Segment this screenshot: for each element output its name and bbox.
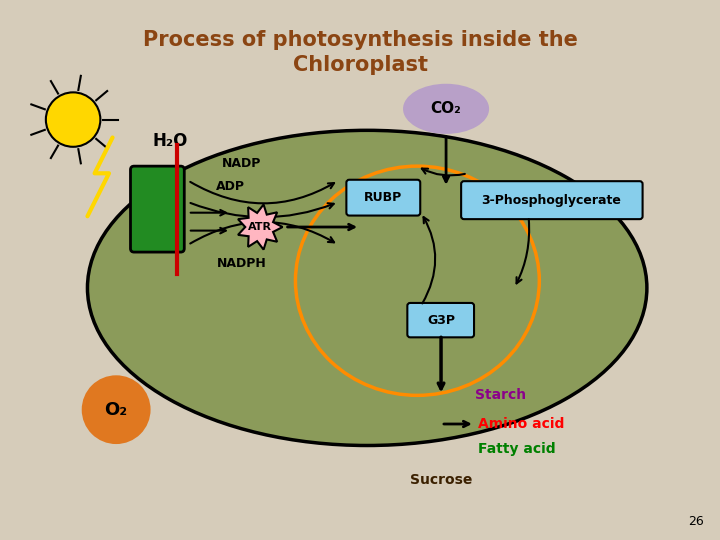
Polygon shape — [238, 205, 282, 249]
Text: NADP: NADP — [222, 157, 261, 170]
Text: 3-Phosphoglycerate: 3-Phosphoglycerate — [482, 194, 621, 207]
Text: ATR: ATR — [248, 222, 271, 232]
Text: CO₂: CO₂ — [431, 102, 462, 116]
Text: Amino acid: Amino acid — [478, 417, 564, 431]
Text: NADPH: NADPH — [217, 257, 266, 270]
Text: H₂O: H₂O — [152, 132, 188, 150]
Text: RUBP: RUBP — [364, 191, 402, 204]
Ellipse shape — [403, 84, 489, 134]
Text: O₂: O₂ — [104, 401, 127, 418]
FancyBboxPatch shape — [408, 303, 474, 338]
FancyBboxPatch shape — [346, 180, 420, 215]
Text: ADP: ADP — [217, 180, 246, 193]
Text: Process of photosynthesis inside the
Chloroplast: Process of photosynthesis inside the Chl… — [143, 30, 577, 75]
Text: Fatty acid: Fatty acid — [478, 442, 556, 456]
FancyBboxPatch shape — [130, 166, 184, 252]
Text: Starch: Starch — [474, 388, 526, 402]
Ellipse shape — [87, 130, 647, 445]
Circle shape — [46, 92, 100, 147]
Text: Sucrose: Sucrose — [410, 473, 472, 487]
Circle shape — [81, 375, 150, 444]
Text: 26: 26 — [688, 515, 704, 528]
Text: G3P: G3P — [427, 314, 455, 327]
FancyBboxPatch shape — [461, 181, 642, 219]
